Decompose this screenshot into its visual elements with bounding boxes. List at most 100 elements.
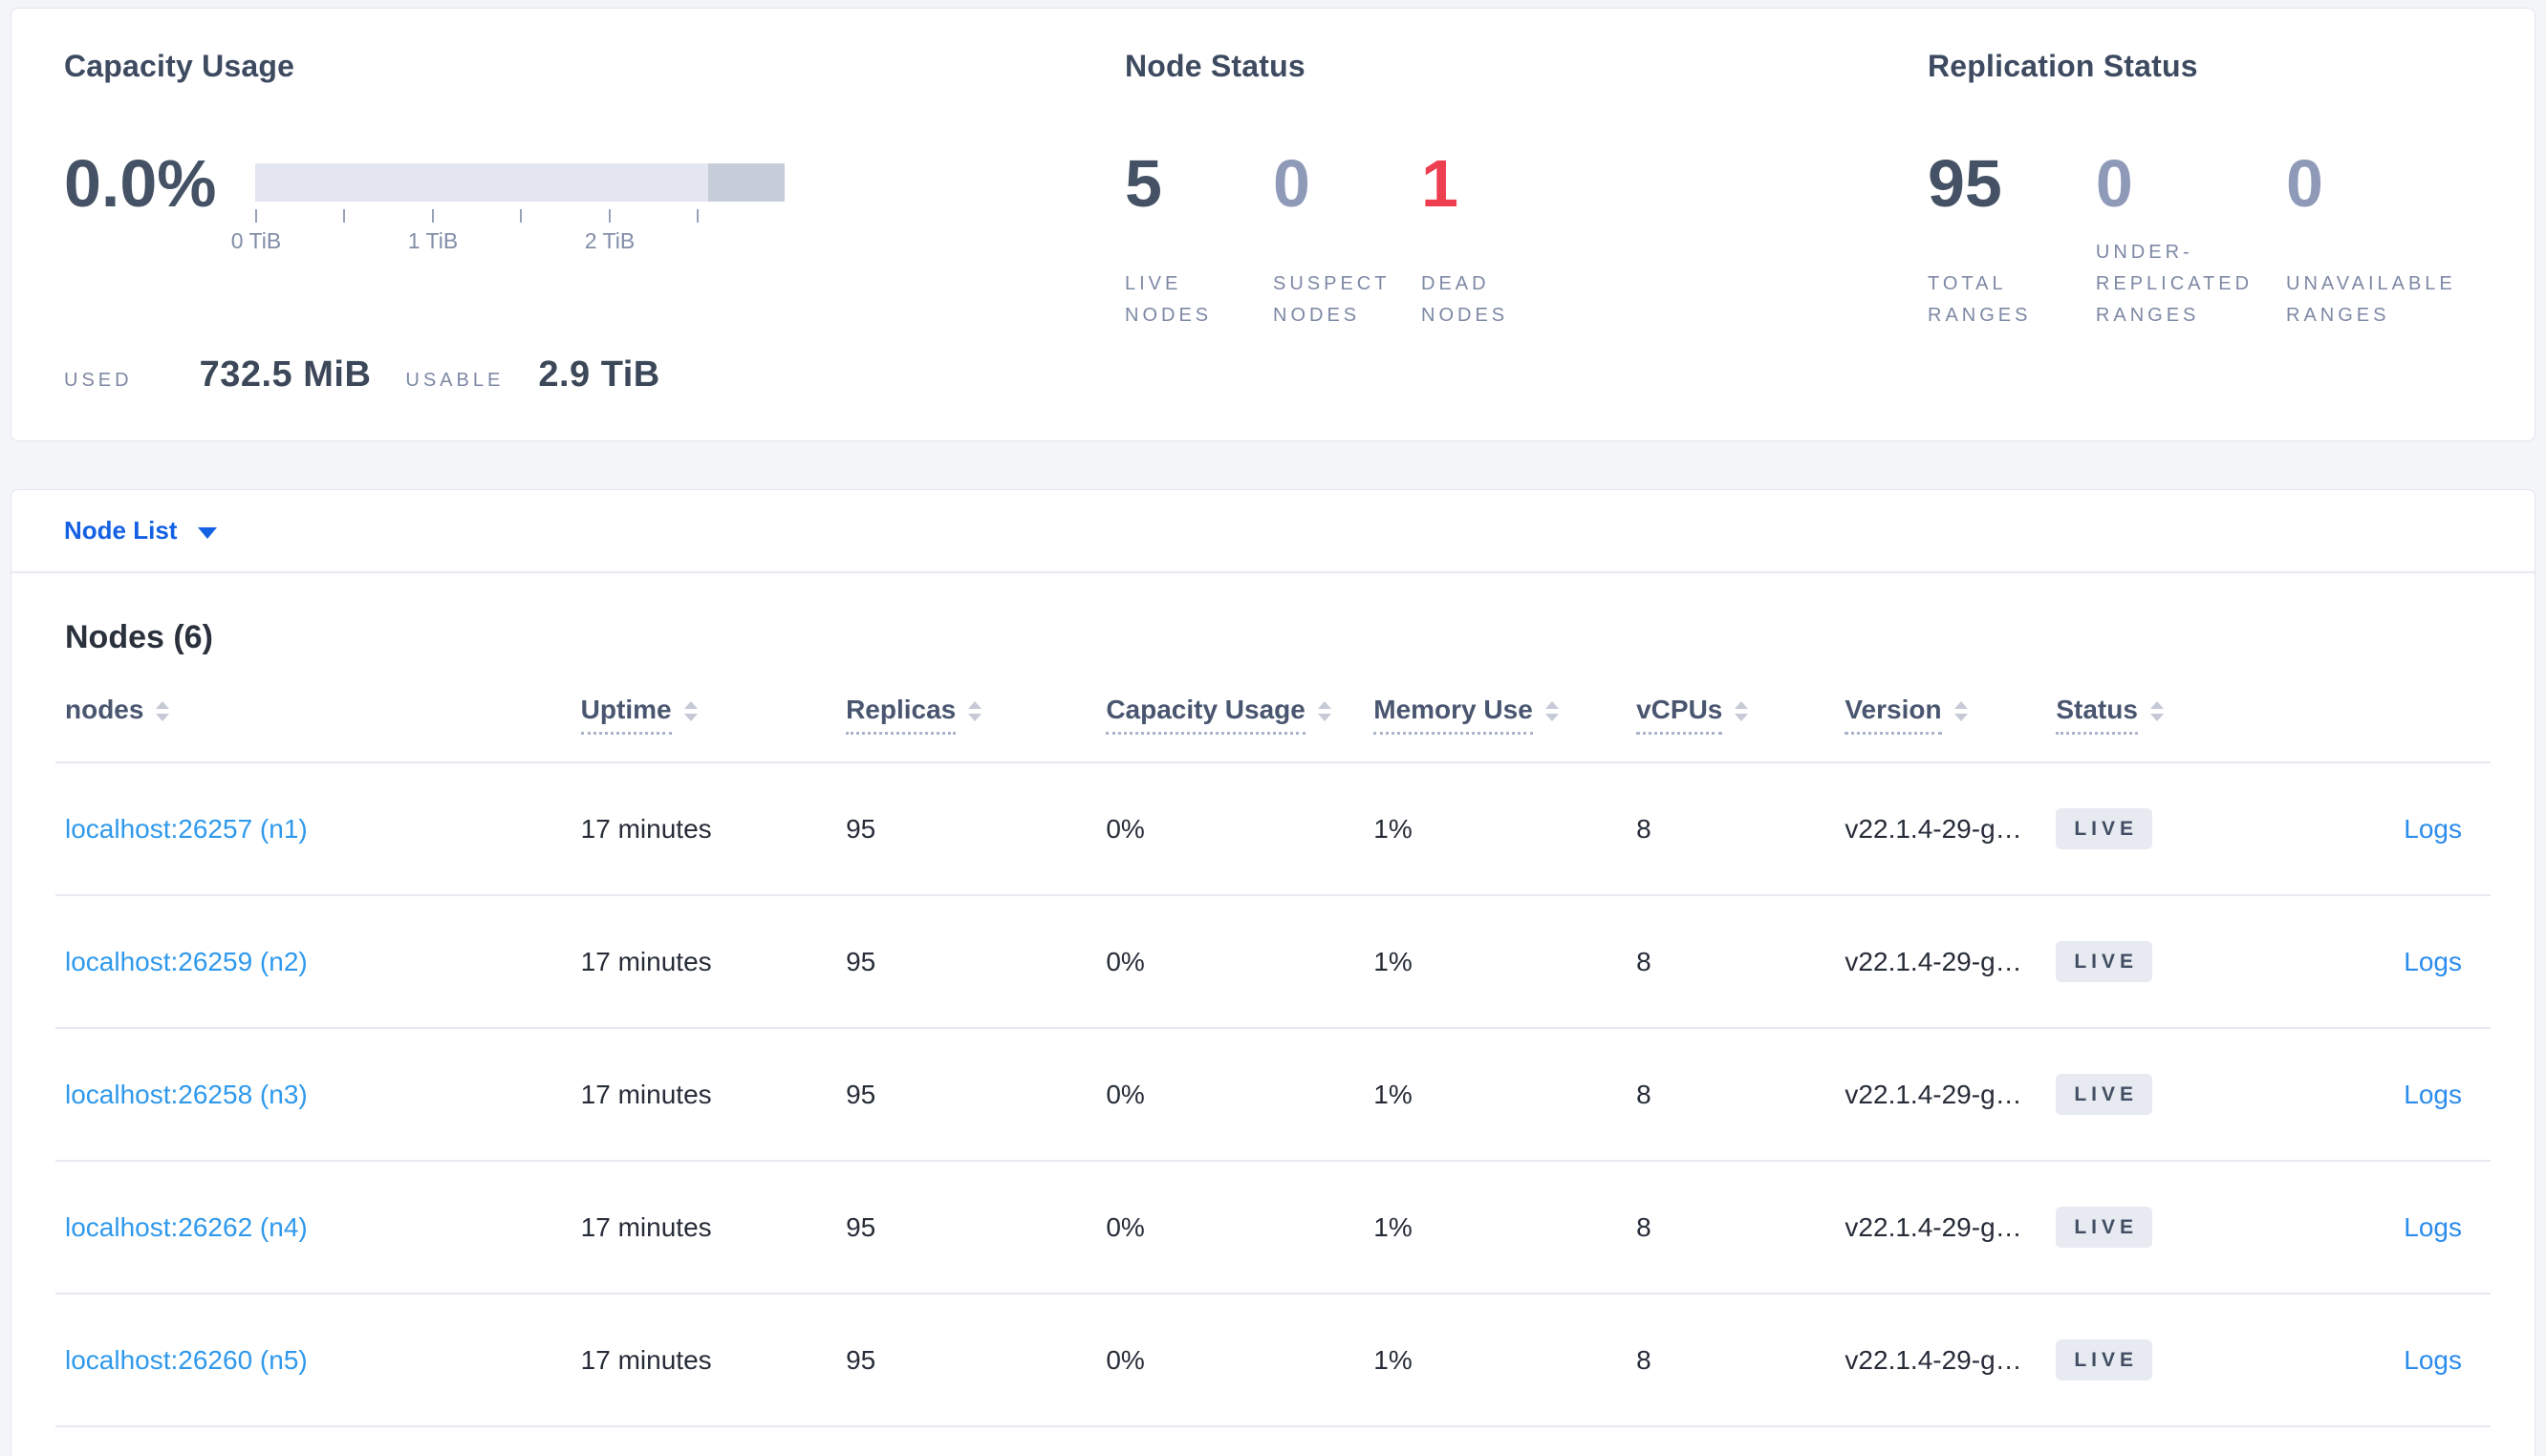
cell-status: LIVE xyxy=(2056,894,2290,1028)
status-badge: LIVE xyxy=(2056,941,2152,982)
cell-replicas: 95 xyxy=(846,1293,1107,1427)
nodes-heading: Nodes (6) xyxy=(65,619,213,655)
under-replicated-ranges-count: 0 xyxy=(2095,146,2133,221)
capacity-detail-row: USED 732.5 MiB USABLE 2.9 TiB xyxy=(64,354,819,396)
column-header-replicas[interactable]: Replicas xyxy=(846,695,1107,763)
cell-version: v22.1.4-29-g… xyxy=(1845,894,2057,1028)
sort-icon[interactable] xyxy=(968,700,982,721)
cell-uptime: 17 minutes xyxy=(580,1160,847,1294)
column-header-memory-use[interactable]: Memory Use xyxy=(1373,695,1637,763)
cell-uptime: 17 minutes xyxy=(580,894,847,1028)
capacity-bar-reserved-segment xyxy=(708,163,785,202)
cell-status: LIVE xyxy=(2056,1160,2290,1294)
sort-icon[interactable] xyxy=(1317,700,1331,721)
replication-status-title: Replication Status xyxy=(1928,49,2198,83)
view-selector-dropdown[interactable]: Node List xyxy=(11,490,2535,573)
column-header-vcpus[interactable]: vCPUs xyxy=(1636,695,1845,763)
cell-memory-use: 1% xyxy=(1373,1027,1637,1161)
node-status-section: Node Status 5 LIVE NODES 0 SUSPECT NODES… xyxy=(1125,45,1622,396)
cell-replicas: 95 xyxy=(846,894,1107,1028)
column-header-nodes[interactable]: nodes xyxy=(55,695,581,763)
cluster-summary-card: Capacity Usage 0.0% 0 TiB 1 TiB 2 xyxy=(11,8,2535,441)
cell-uptime: 17 minutes xyxy=(580,1027,847,1161)
cell-logs: Logs xyxy=(2289,894,2491,1028)
status-badge: LIVE xyxy=(2056,1074,2152,1115)
column-label-nodes[interactable]: nodes xyxy=(65,695,144,724)
suspect-nodes-label: SUSPECT NODES xyxy=(1273,273,1391,326)
status-badge: LIVE xyxy=(2056,1207,2152,1248)
column-header-capacity-usage[interactable]: Capacity Usage xyxy=(1106,695,1374,763)
usable-value: 2.9 TiB xyxy=(538,354,660,395)
dead-nodes-count: 1 xyxy=(1421,146,1458,221)
sort-icon[interactable] xyxy=(683,700,698,721)
cell-vcpus: 8 xyxy=(1636,1293,1845,1427)
capacity-used-percent: 0.0% xyxy=(64,146,217,221)
cell-memory-use: 1% xyxy=(1373,1160,1637,1294)
total-ranges-label: TOTAL RANGES xyxy=(1928,273,2032,326)
unavailable-ranges-label: UNAVAILABLE RANGES xyxy=(2286,273,2456,326)
sort-icon[interactable] xyxy=(1735,700,1749,721)
status-badge: LIVE xyxy=(2056,1339,2152,1381)
dead-nodes-label: DEAD NODES xyxy=(1421,273,1509,326)
capacity-axis-labels: 0 TiB 1 TiB 2 TiB xyxy=(231,228,785,257)
total-ranges-count: 95 xyxy=(1928,146,2002,221)
total-ranges-stat: 95 TOTAL RANGES xyxy=(1928,148,2062,332)
logs-link[interactable]: Logs xyxy=(2404,946,2462,976)
node-link[interactable]: localhost:26259 (n2) xyxy=(65,946,308,976)
nodes-table: nodes Uptime Replicas Capacity Usage Memory … xyxy=(55,695,2491,1427)
column-header-uptime[interactable]: Uptime xyxy=(580,695,847,763)
column-label-status[interactable]: Status xyxy=(2056,695,2138,735)
view-selector-label[interactable]: Node List xyxy=(64,516,178,545)
column-label-replicas[interactable]: Replicas xyxy=(846,695,957,735)
node-link[interactable]: localhost:26262 (n4) xyxy=(65,1211,308,1242)
chevron-down-icon[interactable] xyxy=(198,526,218,539)
column-header-version[interactable]: Version xyxy=(1845,695,2057,763)
cell-status: LIVE xyxy=(2056,1027,2290,1161)
column-label-uptime[interactable]: Uptime xyxy=(580,695,672,735)
cell-node: localhost:26257 (n1) xyxy=(55,762,581,895)
cell-memory-use: 1% xyxy=(1373,894,1637,1028)
cell-logs: Logs xyxy=(2289,762,2491,895)
live-nodes-count: 5 xyxy=(1125,146,1162,221)
table-row: localhost:26257 (n1) 17 minutes 95 0% 1%… xyxy=(55,762,2491,895)
logs-link[interactable]: Logs xyxy=(2404,1079,2462,1109)
live-nodes-stat: 5 LIVE NODES xyxy=(1125,148,1240,332)
logs-link[interactable]: Logs xyxy=(2404,1344,2462,1375)
cell-node: localhost:26258 (n3) xyxy=(55,1027,581,1161)
logs-link[interactable]: Logs xyxy=(2404,813,2462,844)
sort-icon[interactable] xyxy=(2149,700,2164,721)
cell-capacity-usage: 0% xyxy=(1106,813,1145,844)
sort-icon[interactable] xyxy=(1953,700,1968,721)
column-label-version[interactable]: Version xyxy=(1845,695,1942,735)
node-link[interactable]: localhost:26258 (n3) xyxy=(65,1079,308,1109)
sort-icon[interactable] xyxy=(156,700,170,721)
axis-label-2tib: 2 TiB xyxy=(584,228,636,253)
cell-memory-use: 1% xyxy=(1373,813,1413,844)
used-value: 732.5 MiB xyxy=(199,354,372,395)
cell-vcpus: 8 xyxy=(1636,813,1651,844)
capacity-bar-chart: 0 TiB 1 TiB 2 TiB xyxy=(231,163,785,332)
cell-uptime: 17 minutes xyxy=(580,813,712,844)
table-row: localhost:26259 (n2) 17 minutes 95 0% 1%… xyxy=(55,894,2491,1028)
under-replicated-ranges-stat: 0 UNDER-REPLICATED RANGES xyxy=(2096,148,2253,332)
column-header-status[interactable]: Status xyxy=(2056,695,2290,763)
cell-capacity-usage: 0% xyxy=(1106,1160,1374,1294)
column-label-vcpus[interactable]: vCPUs xyxy=(1636,695,1723,735)
node-link[interactable]: localhost:26260 (n5) xyxy=(65,1344,308,1375)
sort-icon[interactable] xyxy=(1544,700,1559,721)
column-label-capacity-usage[interactable]: Capacity Usage xyxy=(1106,695,1305,735)
capacity-axis-ticks xyxy=(255,209,785,225)
cell-status: LIVE xyxy=(2056,1293,2290,1427)
node-link[interactable]: localhost:26257 (n1) xyxy=(65,813,308,844)
logs-link[interactable]: Logs xyxy=(2404,1211,2462,1242)
cell-logs: Logs xyxy=(2289,1160,2491,1294)
node-status-title: Node Status xyxy=(1125,49,1305,83)
cell-replicas: 95 xyxy=(846,813,876,844)
cell-vcpus: 8 xyxy=(1636,1160,1845,1294)
cell-uptime: 17 minutes xyxy=(580,1293,847,1427)
table-row: localhost:26260 (n5) 17 minutes 95 0% 1%… xyxy=(55,1293,2491,1427)
column-label-memory-use[interactable]: Memory Use xyxy=(1373,695,1533,735)
cell-version: v22.1.4-29-g… xyxy=(1845,1293,2057,1427)
unavailable-ranges-count: 0 xyxy=(2286,146,2323,221)
cell-version: v22.1.4-29-g… xyxy=(1845,1160,2057,1294)
